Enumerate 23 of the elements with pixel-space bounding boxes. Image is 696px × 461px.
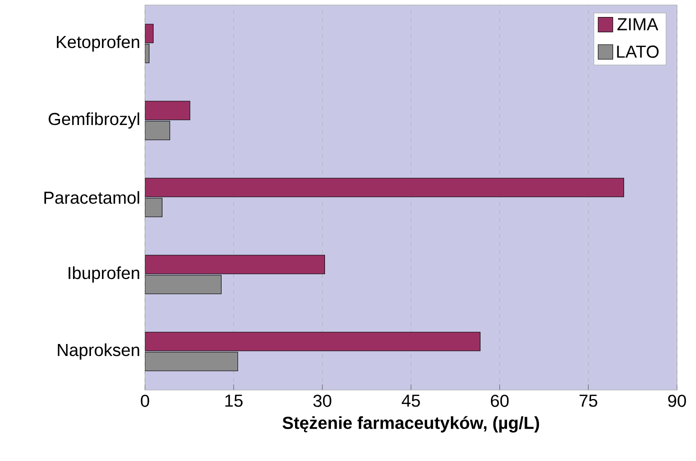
x-tick-label: 75 [580, 394, 598, 407]
legend-label: ZIMA [617, 18, 658, 30]
bar [145, 198, 162, 218]
bar [145, 100, 190, 120]
y-tick-label: Paracetamol [44, 191, 140, 204]
x-tick-label: 0 [140, 394, 150, 407]
bar [145, 254, 325, 274]
y-tick-label: Ketoprofen [56, 35, 140, 52]
bar [145, 352, 238, 372]
y-tick-label: Gemfibrozyl [48, 112, 140, 129]
bar [145, 332, 480, 352]
x-tick-label: 30 [313, 394, 332, 407]
bar [145, 274, 222, 294]
y-tick-label: Naproksen [58, 343, 140, 360]
legend-label: LATO [617, 46, 659, 58]
x-tick-label: 45 [402, 394, 420, 407]
x-tick-label: 60 [490, 394, 509, 407]
bar [145, 120, 170, 140]
y-tick-label: Ibuprofen [68, 266, 140, 283]
x-axis-title: Stężenie farmaceutyków, (µg/L) [282, 416, 540, 433]
x-tick-label: 90 [668, 394, 686, 407]
bar [145, 178, 624, 198]
x-tick-label: 15 [225, 394, 243, 407]
